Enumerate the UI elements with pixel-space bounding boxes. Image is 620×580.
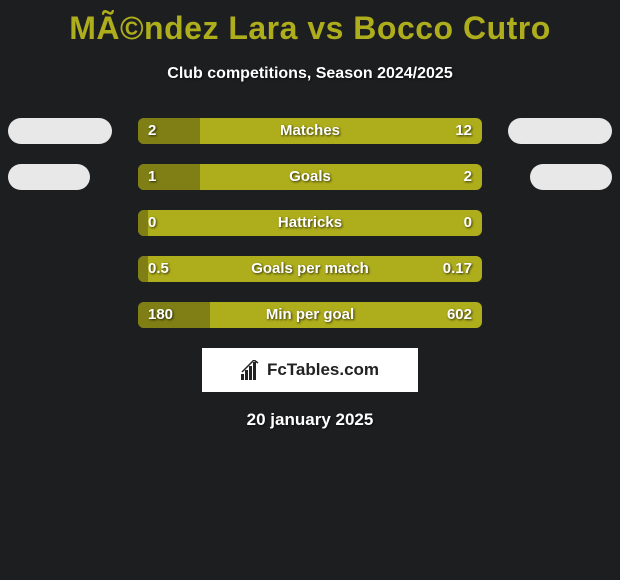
stat-row: 0.5Goals per match0.17 — [0, 256, 620, 282]
value-right: 2 — [464, 164, 472, 190]
value-right: 12 — [455, 118, 472, 144]
bar-track: 180Min per goal602 — [138, 302, 482, 328]
brand-text: FcTables.com — [267, 360, 379, 380]
stat-label: Goals per match — [138, 256, 482, 282]
stat-row: 1Goals2 — [0, 164, 620, 190]
date-text: 20 january 2025 — [0, 410, 620, 430]
value-right: 0 — [464, 210, 472, 236]
compare-chart: 2Matches121Goals20Hattricks00.5Goals per… — [0, 118, 620, 328]
bar-track: 0.5Goals per match0.17 — [138, 256, 482, 282]
player-badge-right — [530, 164, 612, 190]
bar-track: 2Matches12 — [138, 118, 482, 144]
stat-row: 180Min per goal602 — [0, 302, 620, 328]
page-title: MÃ©ndez Lara vs Bocco Cutro — [0, 0, 620, 47]
brand-logo: FcTables.com — [202, 348, 418, 392]
player-badge-left — [8, 118, 112, 144]
value-right: 0.17 — [443, 256, 472, 282]
bar-track: 0Hattricks0 — [138, 210, 482, 236]
subtitle: Club competitions, Season 2024/2025 — [0, 65, 620, 83]
stat-label: Goals — [138, 164, 482, 190]
bar-track: 1Goals2 — [138, 164, 482, 190]
player-badge-right — [508, 118, 612, 144]
value-right: 602 — [447, 302, 472, 328]
player-badge-left — [8, 164, 90, 190]
stat-row: 0Hattricks0 — [0, 210, 620, 236]
stat-label: Hattricks — [138, 210, 482, 236]
stat-label: Min per goal — [138, 302, 482, 328]
stat-row: 2Matches12 — [0, 118, 620, 144]
stat-label: Matches — [138, 118, 482, 144]
chart-icon — [241, 360, 263, 380]
